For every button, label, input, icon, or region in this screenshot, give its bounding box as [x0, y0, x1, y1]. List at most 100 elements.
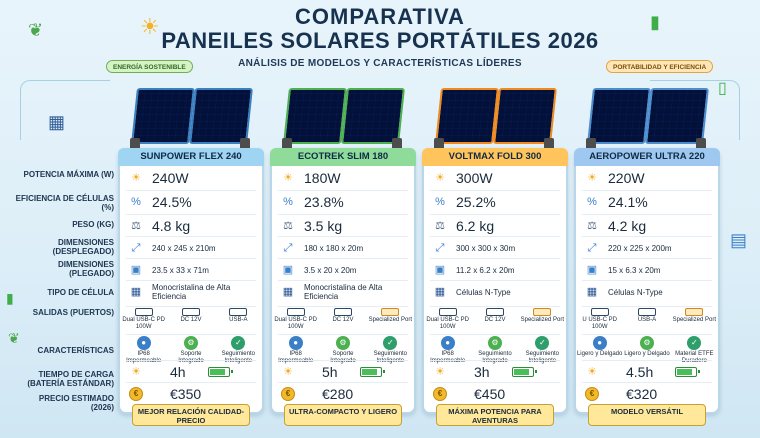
efficiency-icon: %: [283, 196, 293, 208]
page-title: COMPARATIVA: [295, 4, 465, 29]
row-separator: [126, 360, 256, 361]
product-name: ECOTREK SLIM 180: [270, 148, 416, 166]
port-icon: [485, 308, 504, 316]
spec-row: ▣ 11.2 x 6.2 x 20m: [424, 260, 566, 280]
port-icon: [181, 308, 200, 316]
row-separator: [430, 360, 560, 361]
folded-panel-icon: ▣: [282, 264, 294, 276]
scale-icon: ⚖: [587, 220, 597, 232]
row-separator: [430, 306, 560, 307]
scale-icon: ⚖: [131, 220, 141, 232]
weight-value: 3.5 kg: [304, 218, 343, 234]
sun-icon: ☀: [283, 172, 293, 184]
efficiency-icon: %: [587, 196, 597, 208]
cell-type-value: Células N-Type: [456, 287, 511, 297]
ports-row: Dual USB-C PD 100W DC 12V Specialized Port: [424, 308, 566, 330]
product-tag: MODELO VERSÁTIL: [588, 404, 706, 426]
label-weight: PESO (KG): [14, 220, 114, 229]
dim-folded-value: 3.5 x 20 x 20m: [304, 265, 357, 275]
port-icon: [637, 308, 656, 316]
port-label: Dual USB-C PD 100W: [426, 317, 469, 330]
cell-type-value: Monocristalina de Alta Eficiencia: [152, 283, 231, 301]
efficiency-value: 23.8%: [304, 194, 344, 210]
leaf-icon: ❦: [8, 330, 20, 346]
row-separator: [430, 214, 560, 215]
label-cell-type: TIPO DE CÉLULA: [14, 288, 114, 297]
product-name: SUNPOWER FLEX 240: [118, 148, 264, 166]
row-separator: [278, 236, 408, 237]
spec-row: ☀ 180W: [272, 168, 414, 188]
spec-row: ☀ 240W: [120, 168, 262, 188]
cell-icon: ▦: [282, 286, 294, 298]
row-separator: [582, 306, 712, 307]
price-row: € €320: [576, 384, 718, 404]
features-row: ● Ligero y Delgado ⚙ Ligero y Delgado ✓ Mater…: [576, 336, 718, 364]
expand-icon: ⤢: [587, 242, 597, 254]
power-value: 220W: [608, 170, 645, 186]
panel-stand: [240, 138, 250, 154]
sun-icon: ☀: [131, 172, 141, 184]
spec-row: ▦ Monocristalina de Alta Eficiencia: [272, 282, 414, 302]
spec-row: ☀ 300W: [424, 168, 566, 188]
badge-portability: PORTABILIDAD Y EFICIENCIA: [606, 60, 714, 73]
panel-stand: [544, 138, 554, 154]
port-item: Specialized Port: [368, 308, 412, 330]
port-label: U USB-C PD 100W: [582, 317, 617, 330]
port-label: DC 12V: [484, 317, 506, 323]
battery-icon: [359, 367, 385, 377]
weight-value: 4.8 kg: [152, 218, 191, 234]
row-separator: [126, 280, 256, 281]
port-item: USB-A: [216, 308, 260, 330]
efficiency-icon: %: [131, 196, 141, 208]
label-efficiency: EFICIENCIA DE CÉLULAS (%): [15, 194, 114, 212]
port-label: Specialized Port: [672, 317, 716, 323]
product-card: VOLTMAX FOLD 300 ☀ 300W% 25.2% ⚖ 6.2 kg ⤢ 300 x…: [422, 148, 568, 426]
spec-row: ⚖ 6.2 kg: [424, 216, 566, 236]
row-separator: [278, 190, 408, 191]
tracking-icon: ✓: [231, 336, 246, 350]
port-item: U USB-C PD 100W: [578, 308, 622, 330]
label-features: CARACTERÍSTICAS: [14, 346, 114, 355]
label-power: POTENCIA MÁXIMA (W): [14, 170, 114, 179]
panel-half: [131, 88, 195, 144]
spec-row: ▣ 15 x 6.3 x 20m: [576, 260, 718, 280]
efficiency-value: 24.5%: [152, 194, 192, 210]
panel-half: [435, 88, 499, 144]
product-card: ECOTREK SLIM 180 ☀ 180W% 23.8% ⚖ 3.5 kg ⤢ 180 x…: [270, 148, 416, 426]
solar-panel-icon: ▦: [48, 112, 66, 132]
port-icon: [590, 308, 609, 316]
charge-time-value: 5h: [322, 364, 338, 380]
solar-panel-illustration: [434, 88, 557, 154]
row-separator: [278, 306, 408, 307]
stand-icon: ⚙: [183, 336, 198, 350]
product-tag: MEJOR RELACIÓN CALIDAD-PRECIO: [132, 404, 250, 426]
waterproof-icon: ●: [592, 336, 607, 350]
battery-icon: ▮: [6, 290, 14, 306]
dim-folded-value: 11.2 x 6.2 x 20m: [456, 265, 515, 275]
charge-time-value: 3h: [474, 364, 490, 380]
product-name: VOLTMAX FOLD 300: [422, 148, 568, 166]
cell-type-value: Monocristalina de Alta Eficiencia: [304, 283, 383, 301]
port-label: Specialized Port: [368, 317, 412, 323]
charge-row: ☀ 5h: [272, 362, 414, 382]
port-label: USB-A: [229, 317, 248, 323]
panel-stand: [130, 138, 140, 154]
panel-stand: [696, 138, 706, 154]
euro-coin-icon: €: [585, 387, 599, 401]
dim-open-value: 300 x 300 x 30m: [456, 243, 516, 253]
port-item: Dual USB-C PD 100W: [426, 308, 470, 330]
panel-stand: [586, 138, 596, 154]
port-icon: [333, 308, 352, 316]
port-label: USB-A: [637, 317, 657, 323]
price-row: € €450: [424, 384, 566, 404]
row-separator: [278, 334, 408, 335]
folded-panel-icon: ▣: [434, 264, 446, 276]
row-separator: [582, 236, 712, 237]
panel-half: [493, 88, 557, 144]
decorative-circuit-line: [650, 80, 740, 140]
euro-coin-icon: €: [281, 387, 295, 401]
row-separator: [278, 214, 408, 215]
spec-row: ⚖ 4.8 kg: [120, 216, 262, 236]
product-name: AEROPOWER ULTRA 220: [574, 148, 720, 166]
sun-icon: ☀: [587, 172, 597, 184]
